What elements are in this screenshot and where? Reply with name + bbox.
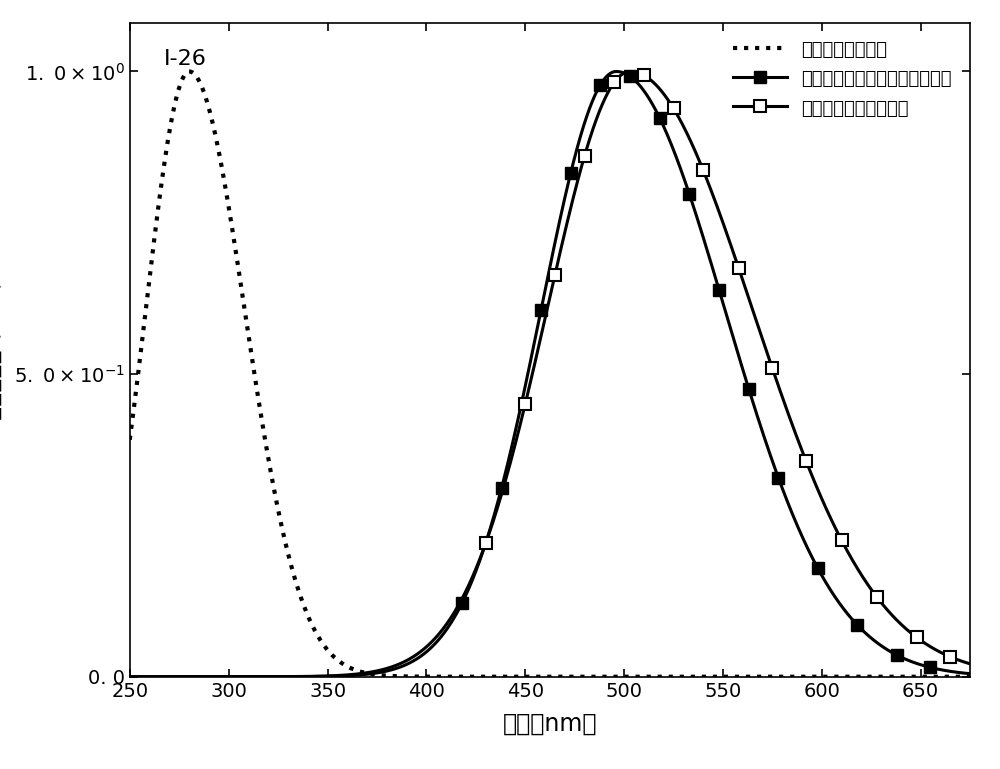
非掺杂膜态的室温磷光 [944, 652, 956, 661]
溶液态的紫外吸收 [485, 672, 497, 681]
非掺杂膜态的室温磷光 [579, 151, 591, 161]
非掺杂膜态的室温磷光 [519, 399, 531, 408]
溶液态的紫外吸收 [183, 67, 195, 76]
非掺杂膜态的室温稳态光致发光 [891, 651, 903, 660]
非掺杂膜态的室温稳态光致发光 [851, 621, 863, 630]
非掺杂膜态的室温稳态光致发光 [496, 483, 508, 492]
Line: 非掺杂膜态的室温磷光: 非掺杂膜态的室温磷光 [480, 70, 956, 662]
非掺杂膜态的室温磷光 [766, 364, 778, 373]
非掺杂膜态的室温磷光 [668, 104, 680, 113]
溶液态的紫外吸收 [974, 672, 986, 681]
非掺杂膜态的室温磷光 [480, 538, 492, 548]
非掺杂膜态的室温稳态光致发光 [456, 598, 468, 608]
Y-axis label: 归一化强度 (a.u.): 归一化强度 (a.u.) [0, 280, 3, 420]
溶液态的紫外吸收 [865, 672, 877, 681]
Line: 非掺杂膜态的室温稳态光致发光: 非掺杂膜态的室温稳态光致发光 [456, 71, 936, 673]
非掺杂膜态的室温稳态光致发光 [743, 384, 755, 393]
溶液态的紫外吸收 [957, 672, 969, 681]
溶液态的紫外吸收 [120, 462, 132, 471]
X-axis label: 波长（nm）: 波长（nm） [503, 711, 597, 736]
非掺杂膜态的室温磷光 [697, 165, 709, 175]
非掺杂膜态的室温磷光 [608, 78, 620, 87]
非掺杂膜态的室温稳态光致发光 [683, 189, 695, 198]
非掺杂膜态的室温稳态光致发光 [624, 72, 636, 81]
非掺杂膜态的室温磷光 [836, 535, 848, 544]
溶液态的紫外吸收 [218, 173, 230, 182]
非掺杂膜态的室温稳态光致发光 [535, 305, 547, 315]
非掺杂膜态的室温稳态光致发光 [594, 80, 606, 89]
非掺杂膜态的室温稳态光致发光 [565, 168, 577, 178]
溶液态的紫外吸收 [268, 487, 280, 496]
Legend: 溶液态的紫外吸收, 非掺杂膜态的室温稳态光致发光, 非掺杂膜态的室温磷光: 溶液态的紫外吸收, 非掺杂膜态的室温稳态光致发光, 非掺杂膜态的室温磷光 [724, 32, 961, 127]
非掺杂膜态的室温稳态光致发光 [924, 663, 936, 672]
非掺杂膜态的室温磷光 [800, 456, 812, 465]
非掺杂膜态的室温磷光 [871, 593, 883, 602]
非掺杂膜态的室温稳态光致发光 [713, 285, 725, 295]
Text: I-26: I-26 [164, 49, 206, 69]
非掺杂膜态的室温磷光 [911, 633, 923, 642]
非掺杂膜态的室温磷光 [549, 270, 561, 279]
非掺杂膜态的室温磷光 [638, 71, 650, 80]
非掺杂膜态的室温磷光 [733, 264, 745, 273]
Line: 溶液态的紫外吸收: 溶液态的紫外吸收 [126, 72, 980, 677]
非掺杂膜态的室温稳态光致发光 [654, 113, 666, 122]
非掺杂膜态的室温稳态光致发光 [772, 473, 784, 482]
溶液态的紫外吸收 [448, 672, 460, 681]
非掺杂膜态的室温稳态光致发光 [812, 564, 824, 573]
